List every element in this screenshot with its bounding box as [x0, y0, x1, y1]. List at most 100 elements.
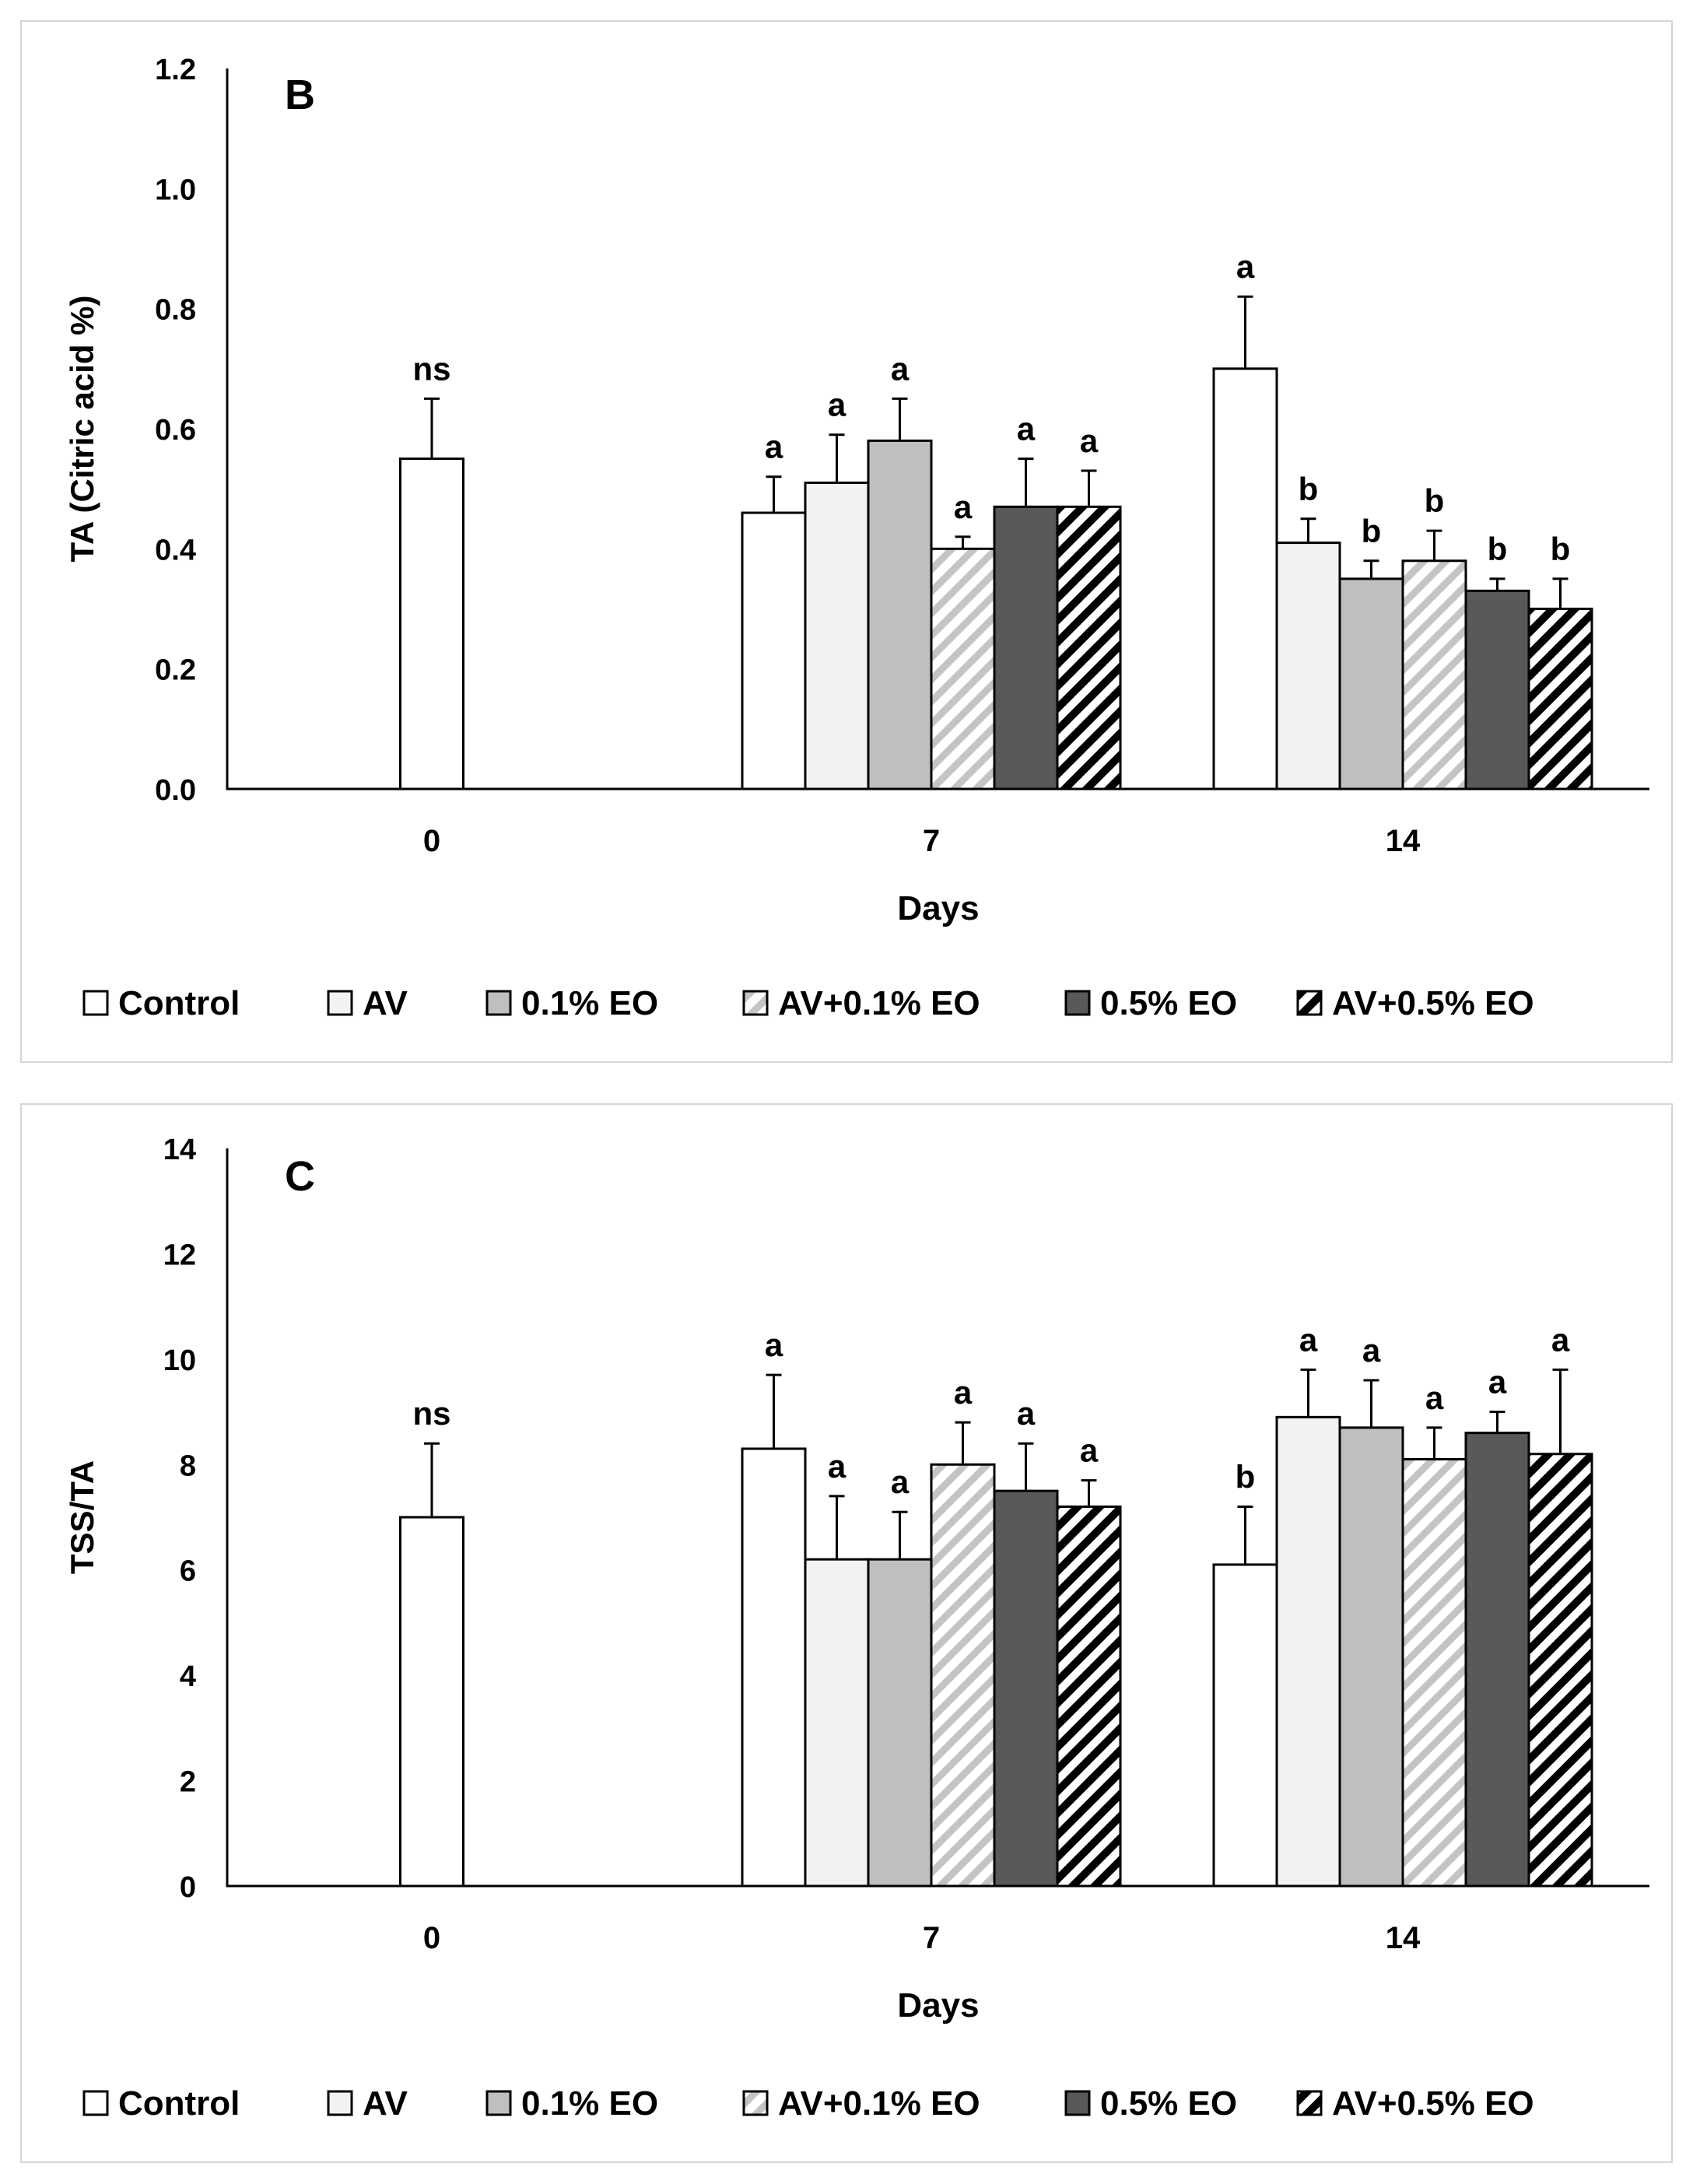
bar	[1056, 1505, 1122, 1888]
bar	[1338, 1426, 1404, 1888]
significance-letter: b	[1551, 531, 1571, 567]
y-tick-label: 0.0	[155, 774, 196, 807]
y-tick-label: 0.8	[155, 294, 196, 327]
significance-letter: b	[1488, 531, 1508, 567]
legend-label: AV+0.1% EO	[778, 2084, 980, 2123]
bar	[741, 511, 807, 791]
legend-swatch	[742, 990, 769, 1016]
significance-letter: b	[1299, 471, 1319, 507]
significance-letter: a	[891, 1464, 910, 1500]
bar	[1056, 505, 1122, 791]
significance-letter: a	[765, 429, 783, 465]
significance-letter: a	[891, 350, 910, 387]
x-axis-label: Days	[897, 889, 979, 927]
y-tick-label: 12	[163, 1239, 196, 1271]
bar	[867, 1558, 933, 1888]
significance-letter: a	[828, 1448, 846, 1485]
significance-letter: b	[1236, 1458, 1256, 1495]
bar	[993, 1489, 1059, 1888]
legend-swatch	[82, 2090, 109, 2116]
legend-swatch	[485, 990, 512, 1016]
legend-swatch	[1064, 990, 1091, 1016]
significance-letter: a	[1080, 1432, 1099, 1469]
legend-label: Control	[118, 984, 240, 1022]
bar	[741, 1447, 807, 1888]
chart-b-svg: B TA (Citric acid %) 0.0 0.2 0.4 0.6 0.8 1.0 1.2…	[64, 54, 1649, 1022]
legend-swatch	[327, 990, 353, 1016]
significance-letter: a	[1080, 422, 1099, 459]
bar	[804, 1558, 870, 1888]
significance-letter: a	[1488, 1364, 1507, 1400]
y-tick-label: 1.2	[155, 54, 196, 86]
legend-label: 0.1% EO	[521, 984, 658, 1022]
significance-letter: ns	[412, 350, 450, 387]
x-tick-label: 0	[423, 824, 440, 858]
legend-swatch	[327, 2090, 353, 2116]
significance-letter: a	[1425, 1379, 1444, 1416]
significance-letter: b	[1362, 513, 1382, 549]
bar	[1212, 1563, 1278, 1888]
y-tick-label: 0.4	[155, 534, 196, 566]
y-tick-label: 0	[180, 1871, 196, 1904]
chart-c-svg: C TSS/TA 0 2 4 6 8 10 12 14 ns 0 a a a a a a 7 b a a a a a 14 Days…	[64, 1134, 1649, 2123]
legend-label: AV+0.1% EO	[778, 984, 980, 1022]
panel-label: B	[285, 72, 315, 118]
y-tick-label: 4	[180, 1660, 196, 1693]
x-tick-label: 14	[1386, 1921, 1421, 1955]
significance-letter: a	[828, 387, 846, 423]
y-tick-label: 0.2	[155, 654, 196, 687]
significance-letter: a	[954, 489, 973, 525]
bar	[1275, 542, 1341, 791]
bar	[930, 1463, 996, 1888]
bar	[993, 505, 1059, 791]
legend-label: 0.1% EO	[521, 2084, 658, 2123]
significance-letter: ns	[412, 1395, 450, 1432]
y-tick-label: 14	[163, 1134, 196, 1166]
significance-letter: a	[1362, 1332, 1381, 1369]
x-tick-label: 14	[1386, 824, 1421, 858]
x-axis-label: Days	[897, 1986, 979, 2024]
bar	[1464, 589, 1530, 791]
significance-letter: a	[954, 1374, 973, 1411]
legend-swatch	[82, 990, 109, 1016]
x-tick-label: 0	[423, 1921, 440, 1955]
bar	[399, 457, 464, 791]
y-tick-label: 10	[163, 1344, 196, 1377]
significance-letter: a	[1017, 1395, 1036, 1432]
significance-letter: b	[1425, 482, 1445, 519]
significance-letter: a	[1017, 411, 1036, 447]
bar	[1401, 559, 1467, 791]
bar	[399, 1516, 464, 1888]
legend-swatch	[1296, 990, 1323, 1016]
y-axis-label: TSS/TA	[64, 1460, 100, 1574]
y-tick-label: 2	[180, 1766, 196, 1799]
bar	[1212, 367, 1278, 791]
bar	[867, 439, 933, 791]
legend-label: Control	[118, 2084, 240, 2123]
legend-label: AV	[363, 984, 408, 1022]
legend-swatch	[485, 2090, 512, 2116]
bar	[1338, 577, 1404, 791]
bar	[1464, 1432, 1530, 1888]
bar	[930, 547, 996, 791]
legend-label: AV	[363, 2084, 408, 2123]
bar	[1527, 608, 1593, 791]
significance-letter: a	[1299, 1321, 1318, 1358]
bar	[1275, 1415, 1341, 1888]
bar	[1401, 1458, 1467, 1888]
legend-label: AV+0.5% EO	[1332, 984, 1534, 1022]
y-tick-label: 8	[180, 1450, 196, 1482]
chart-panel-b: B TA (Citric acid %) 0.0 0.2 0.4 0.6 0.8 1.0 1.2…	[20, 20, 1673, 1063]
significance-letter: a	[1551, 1321, 1570, 1358]
significance-letter: a	[765, 1327, 783, 1363]
legend-swatch	[742, 2090, 769, 2116]
panel-label: C	[285, 1153, 315, 1200]
legend-swatch	[1296, 2090, 1323, 2116]
y-tick-label: 6	[180, 1555, 196, 1588]
chart-panel-c: C TSS/TA 0 2 4 6 8 10 12 14 ns 0 a a a a a a 7 b a a a a a 14 Days…	[20, 1103, 1673, 2163]
bar	[804, 481, 870, 791]
legend-swatch	[1064, 2090, 1091, 2116]
y-axis-label: TA (Citric acid %)	[64, 295, 100, 562]
legend-label: 0.5% EO	[1100, 984, 1237, 1022]
y-tick-label: 0.6	[155, 414, 196, 447]
